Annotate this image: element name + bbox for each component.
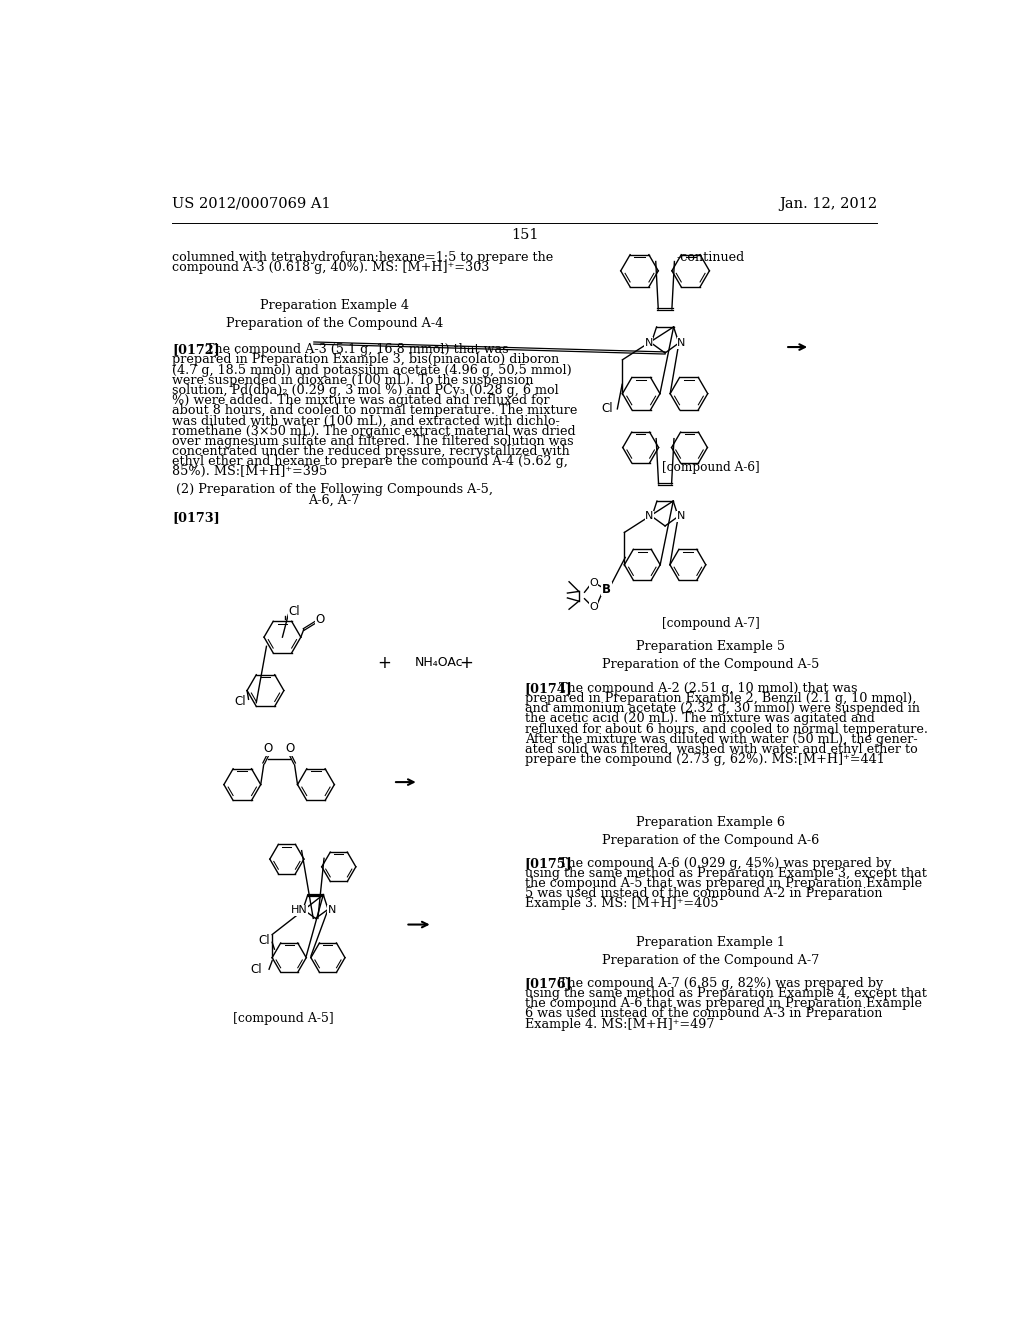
Text: Jan. 12, 2012: Jan. 12, 2012 [779, 197, 878, 211]
Text: Preparation of the Compound A-7: Preparation of the Compound A-7 [602, 954, 819, 966]
Text: using the same method as Preparation Example 3, except that: using the same method as Preparation Exa… [524, 867, 927, 880]
Text: Example 3. MS: [M+H]⁺=405: Example 3. MS: [M+H]⁺=405 [524, 898, 719, 911]
Text: Preparation of the Compound A-4: Preparation of the Compound A-4 [225, 317, 442, 330]
Text: The compound A-3 (5.1 g, 16.8 mmol) that was: The compound A-3 (5.1 g, 16.8 mmol) that… [195, 343, 509, 356]
Text: Cl: Cl [251, 962, 262, 975]
Text: Preparation Example 4: Preparation Example 4 [260, 298, 409, 312]
Text: were suspended in dioxane (100 mL). To the suspension: were suspended in dioxane (100 mL). To t… [172, 374, 534, 387]
Text: prepare the compound (2.73 g, 62%). MS:[M+H]⁺=441: prepare the compound (2.73 g, 62%). MS:[… [524, 754, 885, 766]
Text: about 8 hours, and cooled to normal temperature. The mixture: about 8 hours, and cooled to normal temp… [172, 404, 578, 417]
Text: Example 4. MS:[M+H]⁺=497: Example 4. MS:[M+H]⁺=497 [524, 1018, 715, 1031]
Text: Preparation Example 6: Preparation Example 6 [636, 816, 785, 829]
Text: B: B [602, 582, 611, 595]
Text: 151: 151 [511, 227, 539, 242]
Text: O: O [286, 742, 295, 755]
Text: Preparation of the Compound A-6: Preparation of the Compound A-6 [602, 834, 819, 846]
Text: 5 was used instead of the compound A-2 in Preparation: 5 was used instead of the compound A-2 i… [524, 887, 883, 900]
Text: over magnesium sulfate and filtered. The filtered solution was: over magnesium sulfate and filtered. The… [172, 434, 573, 447]
Text: Cl: Cl [259, 935, 270, 948]
Text: concentrated under the reduced pressure, recrystallized with: concentrated under the reduced pressure,… [172, 445, 570, 458]
Text: O: O [589, 578, 598, 587]
Text: US 2012/0007069 A1: US 2012/0007069 A1 [172, 197, 331, 211]
Text: [0172]: [0172] [172, 343, 220, 356]
Text: N: N [645, 511, 653, 521]
Text: O: O [263, 742, 272, 755]
Text: N: N [644, 338, 653, 348]
Text: using the same method as Preparation Example 4, except that: using the same method as Preparation Exa… [524, 987, 927, 1001]
Text: ethyl ether and hexane to prepare the compound A-4 (5.62 g,: ethyl ether and hexane to prepare the co… [172, 455, 568, 469]
Text: the compound A-5 that was prepared in Preparation Example: the compound A-5 that was prepared in Pr… [524, 876, 922, 890]
Text: The compound A-7 (6.85 g, 82%) was prepared by: The compound A-7 (6.85 g, 82%) was prepa… [547, 977, 884, 990]
Text: [0174]: [0174] [524, 682, 572, 696]
Text: Preparation Example 1: Preparation Example 1 [636, 936, 785, 949]
Text: The compound A-6 (0.929 g, 45%) was prepared by: The compound A-6 (0.929 g, 45%) was prep… [547, 857, 892, 870]
Text: [compound A-7]: [compound A-7] [662, 618, 760, 631]
Text: +: + [377, 653, 391, 672]
Text: N: N [677, 338, 686, 348]
Text: [0176]: [0176] [524, 977, 572, 990]
Text: N: N [328, 906, 336, 915]
Text: NH₄OAc: NH₄OAc [415, 656, 464, 669]
Text: 6 was used instead of the compound A-3 in Preparation: 6 was used instead of the compound A-3 i… [524, 1007, 882, 1020]
Text: ated solid was filtered, washed with water and ethyl ether to: ated solid was filtered, washed with wat… [524, 743, 918, 756]
Text: was diluted with water (100 mL), and extracted with dichlo-: was diluted with water (100 mL), and ext… [172, 414, 560, 428]
Text: columned with tetrahydrofuran:hexane=1:5 to prepare the: columned with tetrahydrofuran:hexane=1:5… [172, 251, 553, 264]
Text: the acetic acid (20 mL). The mixture was agitated and: the acetic acid (20 mL). The mixture was… [524, 713, 874, 726]
Text: prepared in Preparation Example 2, Benzil (2.1 g, 10 mmol),: prepared in Preparation Example 2, Benzi… [524, 692, 916, 705]
Text: A-6, A-7: A-6, A-7 [308, 494, 359, 507]
Text: refluxed for about 6 hours, and cooled to normal temperature.: refluxed for about 6 hours, and cooled t… [524, 722, 928, 735]
Text: compound A-3 (0.618 g, 40%). MS: [M+H]⁺=303: compound A-3 (0.618 g, 40%). MS: [M+H]⁺=… [172, 261, 489, 275]
Text: O: O [315, 612, 325, 626]
Text: romethane (3×50 mL). The organic extract material was dried: romethane (3×50 mL). The organic extract… [172, 425, 575, 437]
Text: -continued: -continued [677, 251, 744, 264]
Text: prepared in Preparation Example 3, bis(pinacolato) diboron: prepared in Preparation Example 3, bis(p… [172, 354, 559, 367]
Text: %) were added. The mixture was agitated and refluxed for: %) were added. The mixture was agitated … [172, 393, 550, 407]
Text: Cl: Cl [233, 696, 246, 708]
Text: After the mixture was diluted with water (50 mL), the gener-: After the mixture was diluted with water… [524, 733, 918, 746]
Text: Preparation Example 5: Preparation Example 5 [636, 640, 785, 653]
Text: [compound A-6]: [compound A-6] [662, 461, 760, 474]
Text: (4.7 g, 18.5 mmol) and potassium acetate (4.96 g, 50.5 mmol): (4.7 g, 18.5 mmol) and potassium acetate… [172, 363, 572, 376]
Text: O: O [589, 602, 598, 611]
Text: Preparation of the Compound A-5: Preparation of the Compound A-5 [602, 659, 819, 671]
Text: [compound A-5]: [compound A-5] [232, 1011, 334, 1024]
Text: (2) Preparation of the Following Compounds A-5,: (2) Preparation of the Following Compoun… [176, 483, 493, 496]
Text: The compound A-2 (2.51 g, 10 mmol) that was: The compound A-2 (2.51 g, 10 mmol) that … [547, 682, 857, 696]
Text: 85%). MS:[M+H]⁺=395: 85%). MS:[M+H]⁺=395 [172, 465, 328, 478]
Text: [0173]: [0173] [172, 511, 220, 524]
Text: N: N [677, 511, 685, 521]
Text: Cl: Cl [289, 605, 300, 618]
Text: Cl: Cl [601, 403, 613, 416]
Text: [0175]: [0175] [524, 857, 572, 870]
Text: the compound A-6 that was prepared in Preparation Example: the compound A-6 that was prepared in Pr… [524, 997, 922, 1010]
Text: HN: HN [291, 906, 307, 915]
Text: solution, Pd(dba)₂ (0.29 g, 3 mol %) and PCy₃ (0.28 g, 6 mol: solution, Pd(dba)₂ (0.29 g, 3 mol %) and… [172, 384, 559, 397]
Text: +: + [460, 653, 474, 672]
Text: and ammonium acetate (2.32 g, 30 mmol) were suspended in: and ammonium acetate (2.32 g, 30 mmol) w… [524, 702, 920, 715]
